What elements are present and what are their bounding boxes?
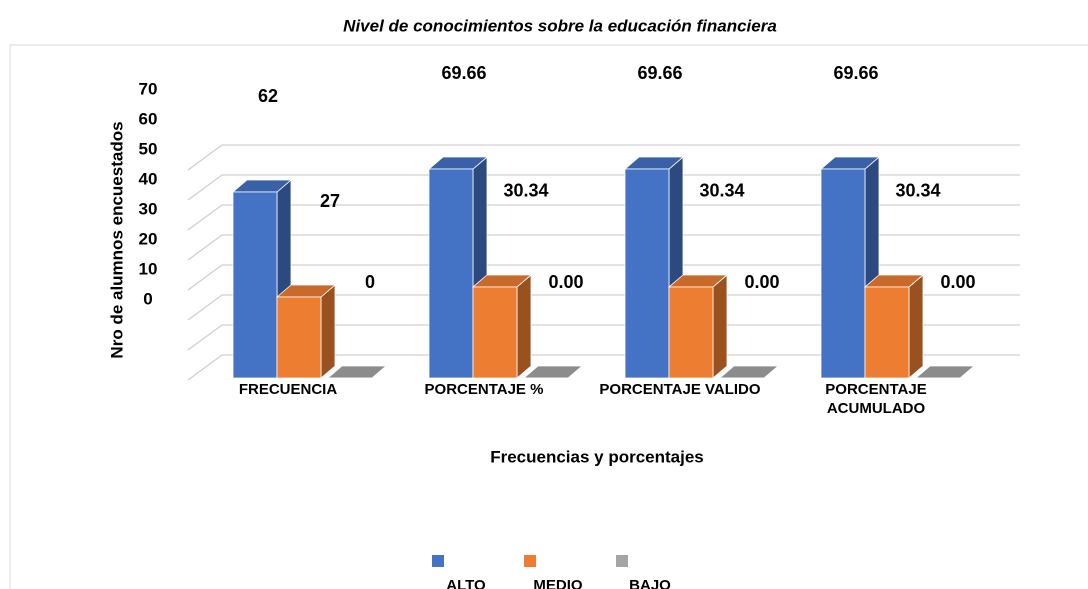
bar [326, 365, 388, 379]
bar [863, 274, 925, 379]
y-tick-label: 0 [143, 289, 152, 308]
data-label: 69.66 [637, 63, 682, 83]
y-tick-label: 70 [139, 79, 158, 98]
y-tick-label: 20 [139, 229, 158, 248]
data-label: 69.66 [833, 63, 878, 83]
bar-face [712, 274, 728, 379]
bar [275, 284, 337, 379]
grid-line [187, 294, 1020, 321]
legend-swatch [616, 555, 628, 567]
bar-face [522, 365, 584, 379]
y-tick-label: 60 [139, 109, 158, 128]
x-tick-label: PORCENTAJE ACUMULADO [825, 381, 927, 417]
data-label: 27 [320, 191, 340, 211]
bar-face [276, 296, 322, 379]
bar-face [864, 286, 910, 379]
data-label: 30.34 [699, 181, 744, 201]
x-tick-label: PORCENTAJE VALIDO [599, 381, 761, 398]
bar [914, 365, 976, 379]
bar-face [914, 365, 976, 379]
chart-border [9, 44, 1088, 589]
data-label: 62 [258, 86, 278, 106]
bar-face [820, 168, 866, 379]
bar-face [718, 365, 780, 379]
bar-face [624, 168, 670, 379]
data-label: 30.34 [503, 181, 548, 201]
bar-face [472, 286, 518, 379]
legend-swatch [432, 555, 444, 567]
grid-line [187, 204, 1020, 231]
bar [522, 365, 584, 379]
legend-label: ALTO [446, 577, 486, 589]
bar [471, 274, 533, 379]
bar-face [908, 274, 924, 379]
data-label: 0 [365, 272, 375, 292]
bar-face [232, 191, 278, 379]
data-label: 0.00 [940, 272, 975, 292]
data-label: 0.00 [548, 272, 583, 292]
data-label: 0.00 [744, 272, 779, 292]
data-label: 30.34 [895, 181, 940, 201]
data-label: 69.66 [441, 63, 486, 83]
bar-face [320, 284, 336, 379]
grid-line [187, 144, 1020, 171]
y-tick-label: 30 [139, 199, 158, 218]
grid-line [187, 354, 1020, 381]
x-tick-label: FRECUENCIA [238, 381, 338, 398]
bar-face [668, 286, 714, 379]
bar-face [326, 365, 388, 379]
x-tick-label: PORCENTAJE % [424, 381, 544, 398]
legend-label: BAJO [629, 577, 671, 589]
y-tick-label: 50 [139, 139, 158, 158]
x-axis-title: Frecuencias y porcentajes [490, 447, 704, 466]
y-axis-title: Nro de alumnos encuestados [107, 121, 126, 358]
legend-label: MEDIO [533, 577, 583, 589]
bar [427, 156, 489, 379]
y-tick-label: 40 [139, 169, 158, 188]
bar-face [516, 274, 532, 379]
bar [718, 365, 780, 379]
bar-face [428, 168, 474, 379]
bar [667, 274, 729, 379]
grid-line [187, 264, 1020, 291]
grid-line [187, 234, 1020, 261]
y-tick-label: 10 [139, 259, 158, 278]
grid-line [187, 174, 1020, 201]
legend-swatch [524, 555, 536, 567]
grid-line [187, 324, 1020, 351]
chart-title: Nivel de conocimientos sobre la educació… [343, 16, 777, 35]
